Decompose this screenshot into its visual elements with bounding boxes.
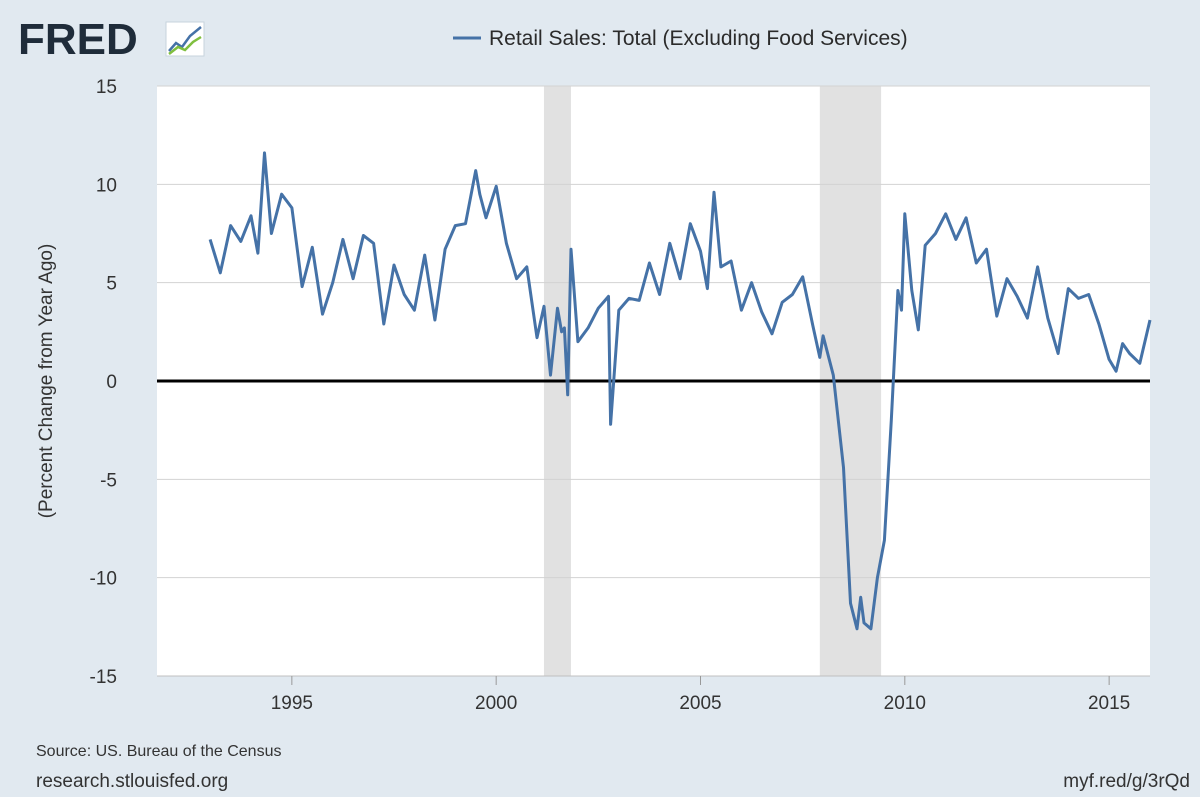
y-axis-ticks: 15 10 5 0 -5 -10 -15 (90, 77, 117, 688)
series-line-1 (208, 151, 1152, 631)
x-tick-label: 1995 (271, 693, 313, 714)
fred-logo-icon (165, 21, 205, 57)
short-url[interactable]: myf.red/g/3rQd (1063, 771, 1190, 792)
y-tick-label: 5 (106, 274, 117, 295)
y-axis-title: (Percent Change from Year Ago) (36, 244, 57, 519)
x-tick-label: 2005 (679, 693, 721, 714)
x-tick-label: 2010 (884, 693, 926, 714)
site-link[interactable]: research.stlouisfed.org (36, 771, 228, 792)
legend-label: Retail Sales: Total (Excluding Food Serv… (489, 27, 908, 50)
x-tick-label: 2000 (475, 693, 517, 714)
x-tick-label: 2015 (1088, 693, 1130, 714)
series-layer (208, 151, 1152, 631)
legend: Retail Sales: Total (Excluding Food Serv… (453, 27, 908, 50)
fred-logo: FRED (18, 15, 205, 64)
y-tick-label: 10 (96, 175, 117, 196)
y-tick-label: 15 (96, 77, 117, 98)
fred-logo-text: FRED (18, 15, 138, 64)
y-tick-label: -5 (100, 470, 117, 491)
x-axis-ticks: 1995 2000 2005 2010 2015 (157, 675, 1150, 714)
source-note: Source: US. Bureau of the Census (36, 743, 281, 760)
y-tick-label: 0 (106, 372, 117, 393)
y-tick-label: -15 (90, 667, 117, 688)
y-tick-label: -10 (90, 569, 117, 590)
